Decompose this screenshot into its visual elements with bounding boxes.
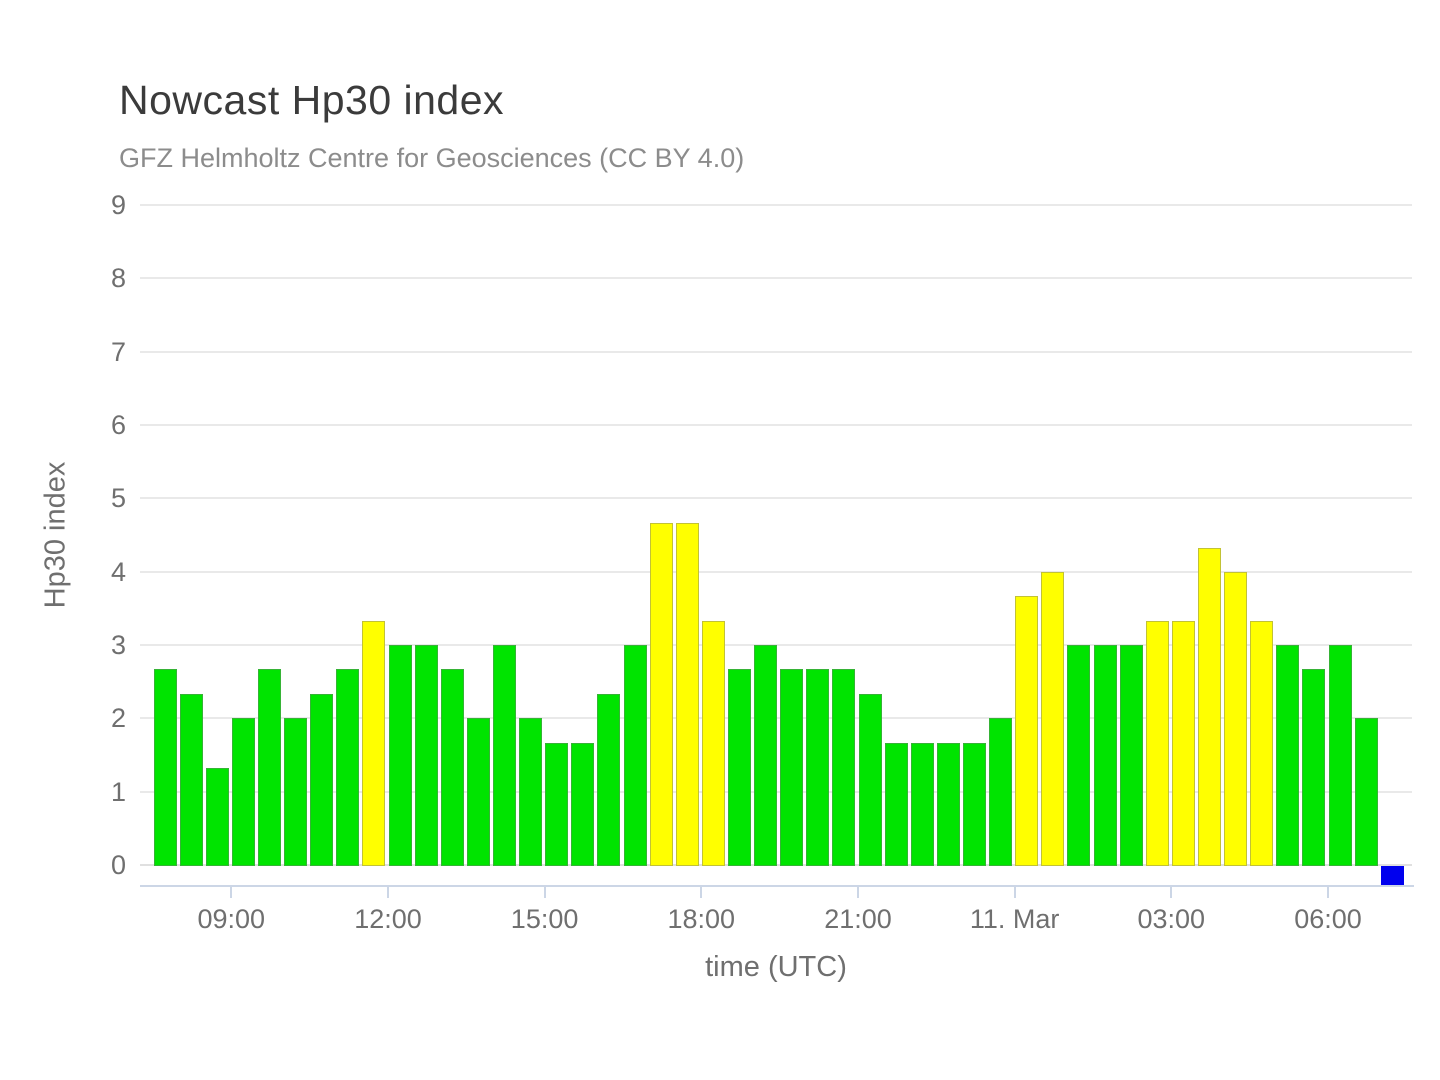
x-tick-label-15:00: 15:00: [510, 904, 579, 934]
x-tick-06:00: [1327, 887, 1329, 898]
x-tick-label-18:00: 18:00: [667, 904, 736, 934]
chart-subtitle: GFZ Helmholtz Centre for Geosciences (CC…: [119, 143, 745, 173]
x-tick-03:00: [1170, 887, 1173, 898]
x-tick-label-21:00: 21:00: [824, 904, 892, 934]
y-tick-label-9: 9: [110, 190, 126, 220]
x-tick-label-12:00: 12:00: [354, 904, 422, 934]
x-tick-21:00: [857, 887, 859, 898]
y-tick-label-8: 8: [110, 263, 126, 294]
y-tick-label-2: 2: [110, 703, 126, 734]
x-tick-11. Mar: [1013, 887, 1016, 898]
y-tick-label-6: 6: [110, 410, 126, 440]
plot-area[interactable]: [140, 195, 1412, 886]
x-tick-15:00: [543, 887, 546, 898]
chart-title: Nowcast Hp30 index: [119, 77, 505, 123]
y-tick-label-0: 0: [110, 850, 126, 880]
y-axis-title: Hp30 index: [39, 461, 72, 609]
y-tick-label-3: 3: [110, 630, 126, 660]
x-tick-label-09:00: 09:00: [197, 904, 266, 934]
x-tick-12:00: [387, 887, 389, 898]
x-axis-title: time (UTC): [705, 951, 847, 983]
x-tick-09:00: [230, 887, 233, 898]
y-tick-label-1: 1: [110, 776, 126, 807]
x-tick-label-03:00: 03:00: [1137, 904, 1206, 934]
x-tick-label-11. Mar: 11. Mar: [969, 904, 1060, 934]
x-tick-18:00: [700, 887, 703, 898]
x-tick-label-06:00: 06:00: [1294, 904, 1362, 934]
y-tick-label-7: 7: [110, 336, 126, 367]
